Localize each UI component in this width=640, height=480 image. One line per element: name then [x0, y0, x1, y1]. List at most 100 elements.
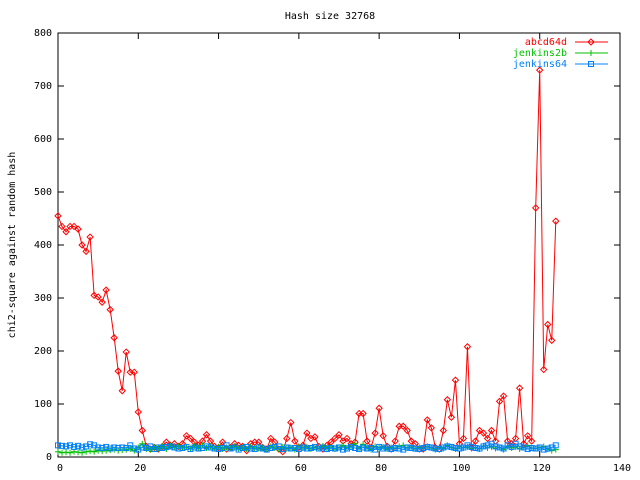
point	[186, 434, 195, 443]
point	[444, 443, 451, 450]
point	[472, 444, 479, 451]
plot-border	[57, 32, 621, 458]
point	[119, 444, 126, 451]
point	[528, 444, 535, 451]
point	[283, 444, 290, 451]
y-tick-label: 700	[34, 81, 52, 92]
point	[504, 442, 511, 449]
point	[408, 444, 415, 451]
point	[163, 443, 170, 450]
point	[95, 444, 102, 451]
point	[327, 444, 334, 451]
point	[520, 444, 527, 451]
point	[540, 446, 547, 453]
y-tick-label: 500	[34, 187, 52, 198]
point	[508, 443, 515, 450]
point	[227, 445, 234, 452]
point	[138, 426, 147, 435]
point	[78, 241, 86, 249]
point	[99, 444, 106, 451]
x-tick-label: 120	[533, 463, 551, 474]
point	[187, 446, 194, 453]
point	[463, 343, 472, 351]
point	[291, 444, 298, 451]
point	[359, 409, 367, 418]
point	[500, 445, 507, 452]
point	[388, 446, 395, 453]
point	[468, 443, 475, 450]
point	[155, 444, 162, 451]
point	[67, 442, 74, 449]
point	[396, 445, 403, 452]
point	[451, 376, 460, 384]
point	[191, 444, 198, 451]
point	[239, 444, 246, 451]
point	[143, 444, 150, 451]
point	[495, 397, 504, 406]
point	[420, 444, 427, 451]
x-tick-label: 0	[57, 463, 63, 474]
x-tick-label: 100	[452, 463, 470, 474]
point	[63, 443, 70, 450]
point	[447, 413, 456, 421]
point	[98, 298, 106, 306]
point	[215, 446, 222, 453]
point	[331, 434, 339, 443]
point	[267, 444, 274, 451]
point	[107, 445, 114, 452]
point	[94, 293, 102, 301]
point	[532, 445, 539, 452]
point	[86, 233, 94, 241]
point	[179, 444, 186, 451]
point	[340, 446, 347, 453]
point	[363, 437, 371, 445]
y-tick-label: 600	[34, 134, 52, 145]
point	[103, 443, 110, 450]
point	[91, 448, 98, 455]
point	[62, 228, 70, 236]
point	[70, 222, 78, 231]
x-tick-label: 60	[295, 463, 307, 474]
legend-marker	[587, 38, 595, 46]
point	[487, 426, 496, 435]
point	[319, 444, 326, 451]
series-line	[57, 70, 557, 453]
point	[207, 444, 214, 451]
point	[536, 66, 544, 74]
point	[552, 442, 559, 449]
point	[251, 446, 258, 453]
point	[428, 444, 435, 451]
point	[287, 418, 295, 427]
point	[122, 348, 130, 356]
point	[63, 449, 70, 456]
point	[59, 442, 66, 449]
point	[479, 429, 488, 437]
point	[343, 434, 351, 443]
point	[195, 445, 202, 452]
point	[311, 433, 319, 441]
x-tick-label: 80	[375, 463, 387, 474]
point	[75, 442, 82, 449]
point	[376, 443, 383, 450]
point	[54, 212, 62, 220]
point	[483, 434, 492, 443]
point	[371, 429, 379, 437]
point	[243, 443, 250, 450]
point	[492, 443, 499, 450]
y-axis-label: chi2-square against random hash	[7, 152, 18, 339]
point	[151, 446, 158, 453]
point	[423, 416, 432, 424]
point	[102, 286, 110, 294]
point	[55, 448, 61, 455]
point	[484, 442, 491, 449]
point	[263, 446, 270, 453]
point	[127, 442, 134, 449]
chart-title: Hash size 32768	[285, 11, 375, 22]
point	[247, 445, 254, 452]
point	[203, 443, 210, 450]
point	[115, 444, 122, 451]
point	[360, 441, 367, 448]
point	[344, 445, 351, 452]
point	[110, 334, 118, 342]
point	[416, 446, 423, 453]
